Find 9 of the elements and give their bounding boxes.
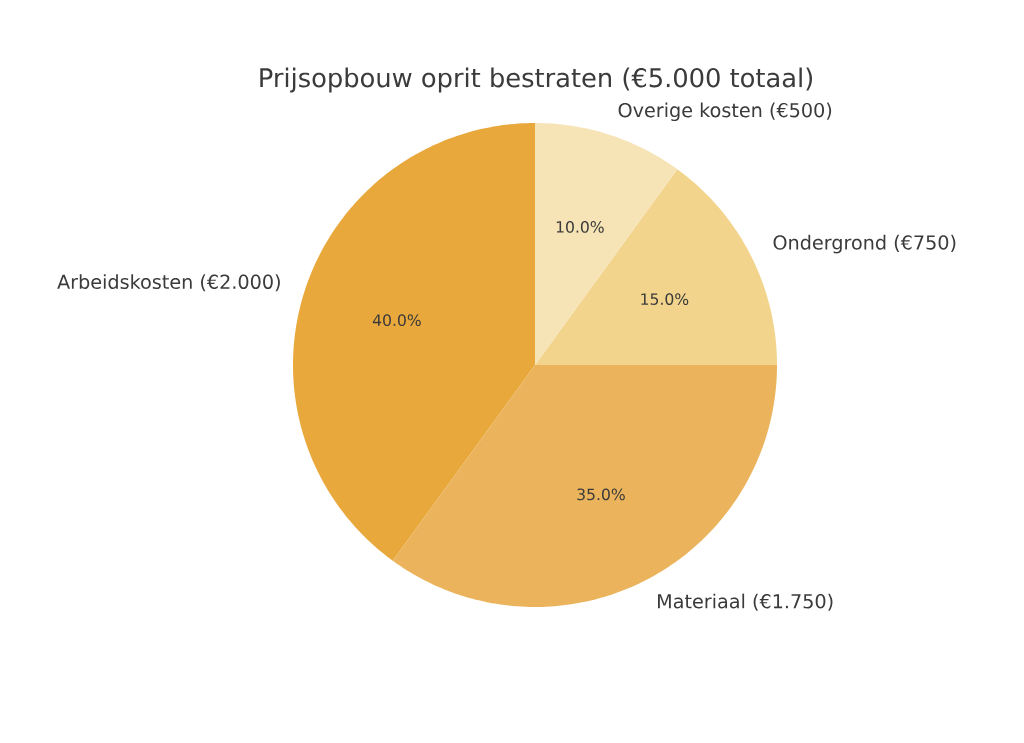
data-label: 40.0%	[372, 314, 421, 327]
slice-label: Arbeidskosten (€2.000)	[57, 274, 280, 292]
data-label: 35.0%	[577, 488, 625, 501]
slice-label: Ondergrond (€750)	[773, 234, 956, 254]
data-label: 10.0%	[556, 220, 604, 233]
slice-label: Materiaal (€1.750)	[658, 593, 833, 611]
chart-title: Prijsopbouw oprit bestraten (€5.000 totaal)	[260, 67, 813, 93]
data-label: 15.0%	[641, 293, 689, 305]
slice-label: Overige kosten (€500)	[618, 102, 832, 122]
